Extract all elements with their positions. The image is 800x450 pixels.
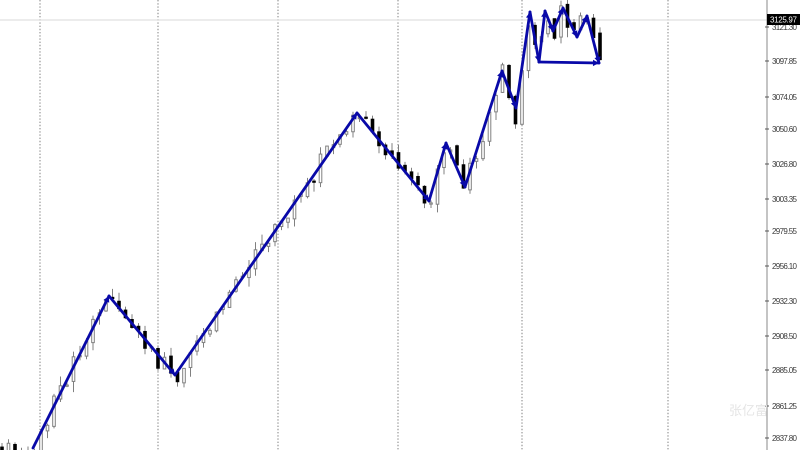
- svg-text:2956.10: 2956.10: [772, 262, 798, 271]
- svg-text:张亿富: 张亿富: [729, 403, 768, 418]
- svg-text:3097.85: 3097.85: [772, 57, 798, 66]
- svg-text:3125.97: 3125.97: [770, 15, 798, 24]
- svg-text:2908.50: 2908.50: [772, 332, 798, 341]
- svg-text:2979.55: 2979.55: [772, 227, 798, 236]
- svg-text:3003.35: 3003.35: [772, 195, 798, 204]
- svg-text:3050.60: 3050.60: [772, 125, 798, 134]
- svg-text:2932.30: 2932.30: [772, 297, 798, 306]
- svg-text:3026.80: 3026.80: [772, 160, 798, 169]
- svg-text:2861.25: 2861.25: [772, 402, 798, 411]
- svg-text:2837.80: 2837.80: [772, 434, 798, 443]
- svg-text:3074.05: 3074.05: [772, 93, 798, 102]
- svg-text:2885.05: 2885.05: [772, 366, 798, 375]
